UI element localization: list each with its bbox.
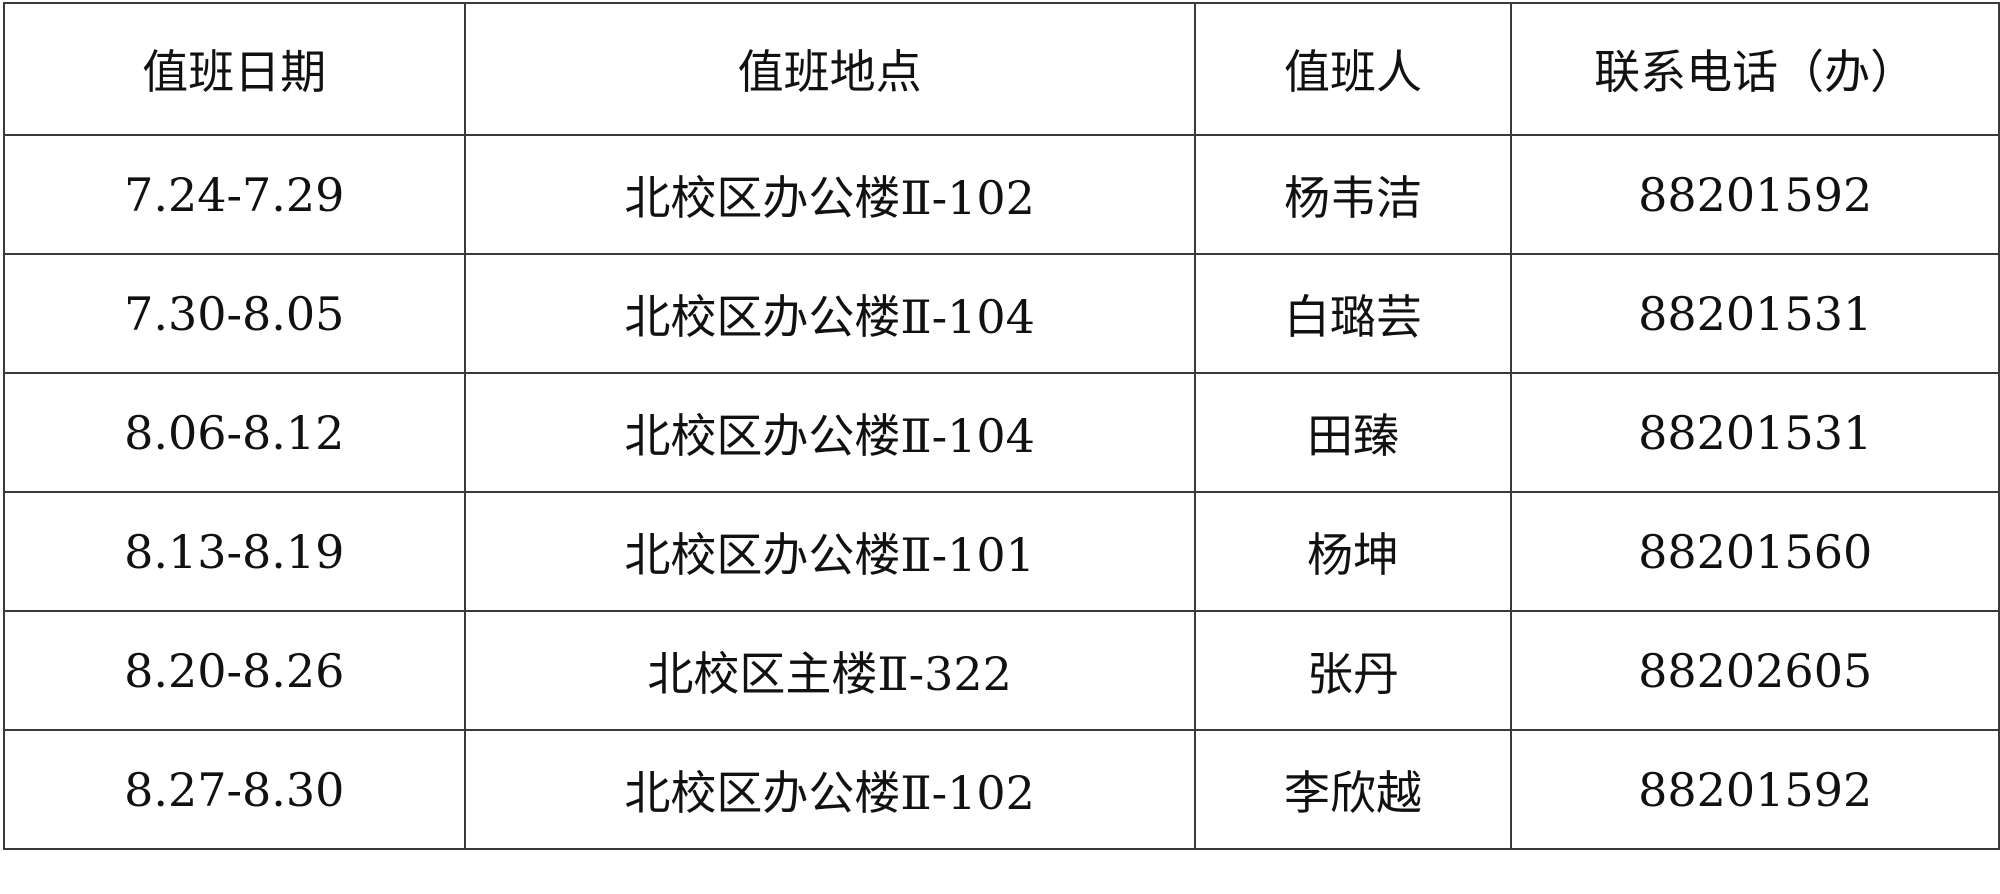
table-row: 7.30-8.05 北校区办公楼Ⅱ-104 白璐芸 88201531 — [3, 253, 2000, 374]
cell-phone: 88201592 — [1510, 729, 2000, 850]
cell-date: 7.30-8.05 — [3, 253, 466, 374]
table-row: 8.13-8.19 北校区办公楼Ⅱ-101 杨坤 88201560 — [3, 491, 2000, 612]
cell-person: 白璐芸 — [1193, 253, 1513, 374]
table-row: 7.24-7.29 北校区办公楼Ⅱ-102 杨韦洁 88201592 — [3, 134, 2000, 255]
cell-person: 杨韦洁 — [1193, 134, 1513, 255]
cell-location: 北校区办公楼Ⅱ-102 — [463, 729, 1196, 850]
cell-date: 7.24-7.29 — [3, 134, 466, 255]
cell-date: 8.06-8.12 — [3, 372, 466, 493]
header-date: 值班日期 — [3, 2, 466, 136]
cell-date: 8.27-8.30 — [3, 729, 466, 850]
cell-phone: 88201531 — [1510, 372, 2000, 493]
cell-person: 李欣越 — [1193, 729, 1513, 850]
header-location: 值班地点 — [463, 2, 1196, 136]
header-phone: 联系电话（办） — [1510, 2, 2000, 136]
cell-location: 北校区办公楼Ⅱ-101 — [463, 491, 1196, 612]
cell-location: 北校区主楼Ⅱ-322 — [463, 610, 1196, 731]
table-row: 8.20-8.26 北校区主楼Ⅱ-322 张丹 88202605 — [3, 610, 2000, 731]
cell-person: 杨坤 — [1193, 491, 1513, 612]
cell-phone: 88202605 — [1510, 610, 2000, 731]
cell-phone: 88201560 — [1510, 491, 2000, 612]
cell-date: 8.13-8.19 — [3, 491, 466, 612]
cell-person: 张丹 — [1193, 610, 1513, 731]
cell-location: 北校区办公楼Ⅱ-104 — [463, 253, 1196, 374]
cell-location: 北校区办公楼Ⅱ-102 — [463, 134, 1196, 255]
table-row: 8.06-8.12 北校区办公楼Ⅱ-104 田臻 88201531 — [3, 372, 2000, 493]
cell-phone: 88201531 — [1510, 253, 2000, 374]
cell-date: 8.20-8.26 — [3, 610, 466, 731]
table-row: 8.27-8.30 北校区办公楼Ⅱ-102 李欣越 88201592 — [3, 729, 2000, 850]
cell-location: 北校区办公楼Ⅱ-104 — [463, 372, 1196, 493]
cell-person: 田臻 — [1193, 372, 1513, 493]
header-person: 值班人 — [1193, 2, 1513, 136]
duty-schedule-table: 值班日期 值班地点 值班人 联系电话（办） 7.24-7.29 北校区办公楼Ⅱ-… — [3, 2, 2000, 850]
cell-phone: 88201592 — [1510, 134, 2000, 255]
table-header-row: 值班日期 值班地点 值班人 联系电话（办） — [3, 2, 2000, 136]
